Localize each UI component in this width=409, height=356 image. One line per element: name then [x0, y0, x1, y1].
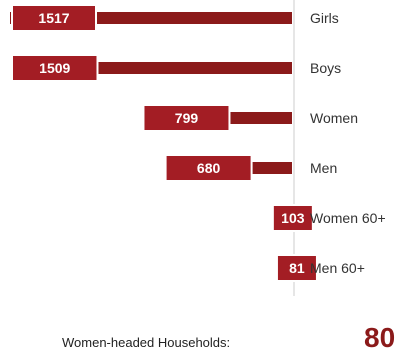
- value-label-women: 799: [175, 110, 199, 126]
- category-label-women-60-plus: Women 60+: [310, 210, 386, 226]
- value-label-girls: 1517: [38, 10, 69, 26]
- value-label-women-60-plus: 103: [281, 210, 305, 226]
- bar-row-men: 680 Men: [164, 154, 337, 182]
- value-label-men: 680: [197, 160, 221, 176]
- women-headed-households-summary: Women-headed Households: 80: [0, 318, 409, 354]
- value-label-men-60-plus: 81: [289, 260, 305, 276]
- category-label-men-60-plus: Men 60+: [310, 260, 365, 276]
- value-box-girls: [11, 4, 97, 32]
- bar-row-women: 799 Women: [142, 104, 358, 132]
- category-label-girls: Girls: [310, 10, 339, 26]
- category-label-boys: Boys: [310, 60, 341, 76]
- category-label-women: Women: [310, 110, 358, 126]
- value-box-men-60-plus: [275, 254, 318, 282]
- value-label-boys: 1509: [39, 60, 70, 76]
- value-box-women: [142, 104, 231, 132]
- women-headed-households-label: Women-headed Households:: [62, 335, 231, 350]
- women-headed-households-value: 80: [364, 322, 396, 353]
- bar-row-men-60-plus: 81 Men 60+: [275, 254, 365, 282]
- category-label-men: Men: [310, 160, 337, 176]
- value-box-women-60-plus: [271, 204, 314, 232]
- bar-row-girls: 1517 Girls: [10, 4, 339, 32]
- bar-row-women-60-plus: 103 Women 60+: [271, 204, 386, 232]
- value-box-boys: [11, 54, 99, 82]
- bar-row-boys: 1509 Boys: [11, 54, 341, 82]
- bar-chart: 1517 Girls 1509 Boys 799 Women 680 Men 103 Women …: [10, 0, 386, 296]
- value-box-men: [164, 154, 253, 182]
